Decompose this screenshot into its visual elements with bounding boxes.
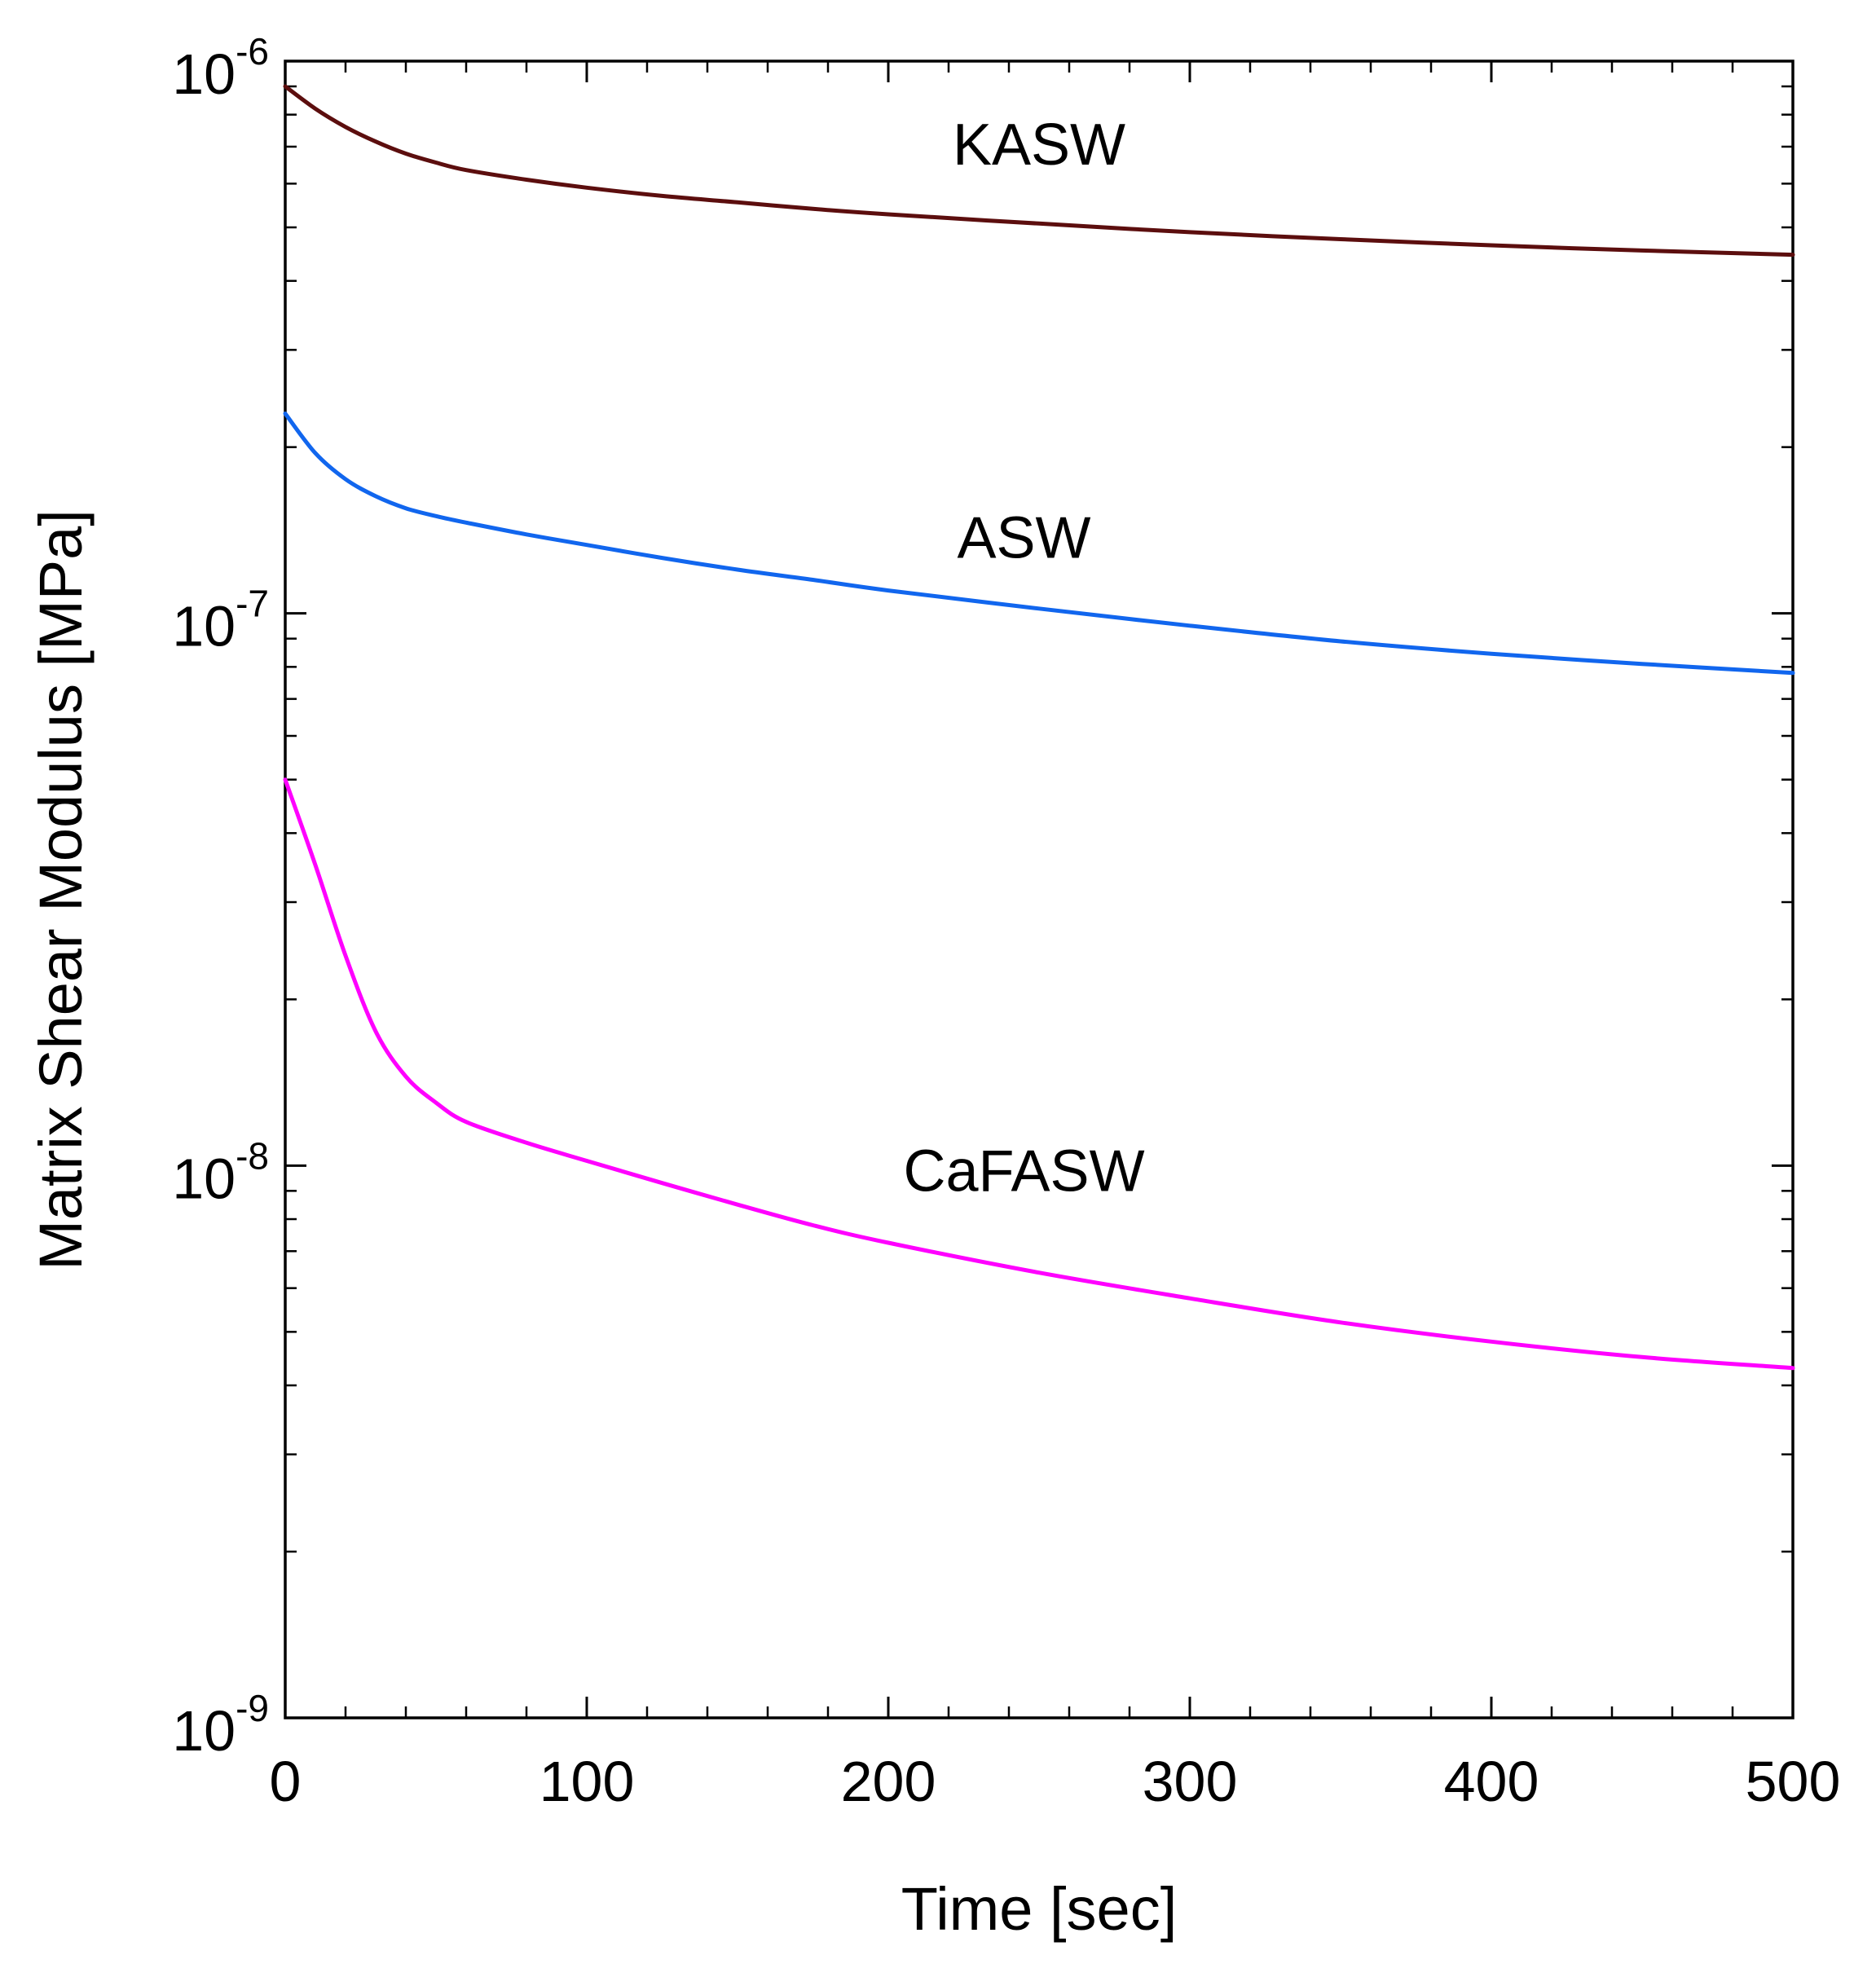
y-tick-labels: 10-910-810-710-6 xyxy=(172,30,269,1763)
plot-background xyxy=(285,61,1793,1718)
x-tick-label: 100 xyxy=(539,1750,635,1813)
series-lines xyxy=(283,84,1795,1371)
major-ticks xyxy=(284,59,1795,1719)
series-label-kasw: KASW xyxy=(953,112,1125,178)
y-tick-exponent: -6 xyxy=(236,30,269,73)
y-tick-label: 10-9 xyxy=(172,1687,269,1763)
y-tick-label: 10-7 xyxy=(172,583,269,658)
x-tick-label: 400 xyxy=(1444,1750,1539,1813)
series-label-cafasw: CaFASW xyxy=(903,1138,1144,1204)
x-tick-label: 0 xyxy=(270,1750,302,1813)
y-tick-label: 10-8 xyxy=(172,1134,269,1210)
y-tick-base: 10 xyxy=(172,595,236,658)
x-tick-label: 300 xyxy=(1143,1750,1238,1813)
series-line-kasw xyxy=(283,84,1795,258)
series-line-asw xyxy=(283,412,1795,676)
y-tick-label: 10-6 xyxy=(172,30,269,106)
series-labels: KASW ASW CaFASW xyxy=(903,112,1144,1204)
y-tick-base: 10 xyxy=(172,1699,236,1763)
y-tick-base: 10 xyxy=(172,1147,236,1210)
y-axis-title: Matrix Shear Modulus [MPa] xyxy=(27,509,95,1270)
x-tick-label: 200 xyxy=(841,1750,936,1813)
plot-frame xyxy=(284,59,1795,1719)
x-axis-title: Time [sec] xyxy=(901,1875,1178,1943)
x-tick-labels: 0 100 200 300 400 500 xyxy=(270,1750,1841,1813)
x-tick-label: 500 xyxy=(1746,1750,1841,1813)
series-label-asw: ASW xyxy=(957,506,1090,571)
y-tick-exponent: -8 xyxy=(236,1134,269,1177)
series-line-cafasw xyxy=(283,777,1795,1371)
y-tick-exponent: -7 xyxy=(236,583,269,625)
y-tick-exponent: -9 xyxy=(236,1687,269,1729)
y-tick-base: 10 xyxy=(172,42,236,106)
minor-ticks xyxy=(285,61,1793,1718)
